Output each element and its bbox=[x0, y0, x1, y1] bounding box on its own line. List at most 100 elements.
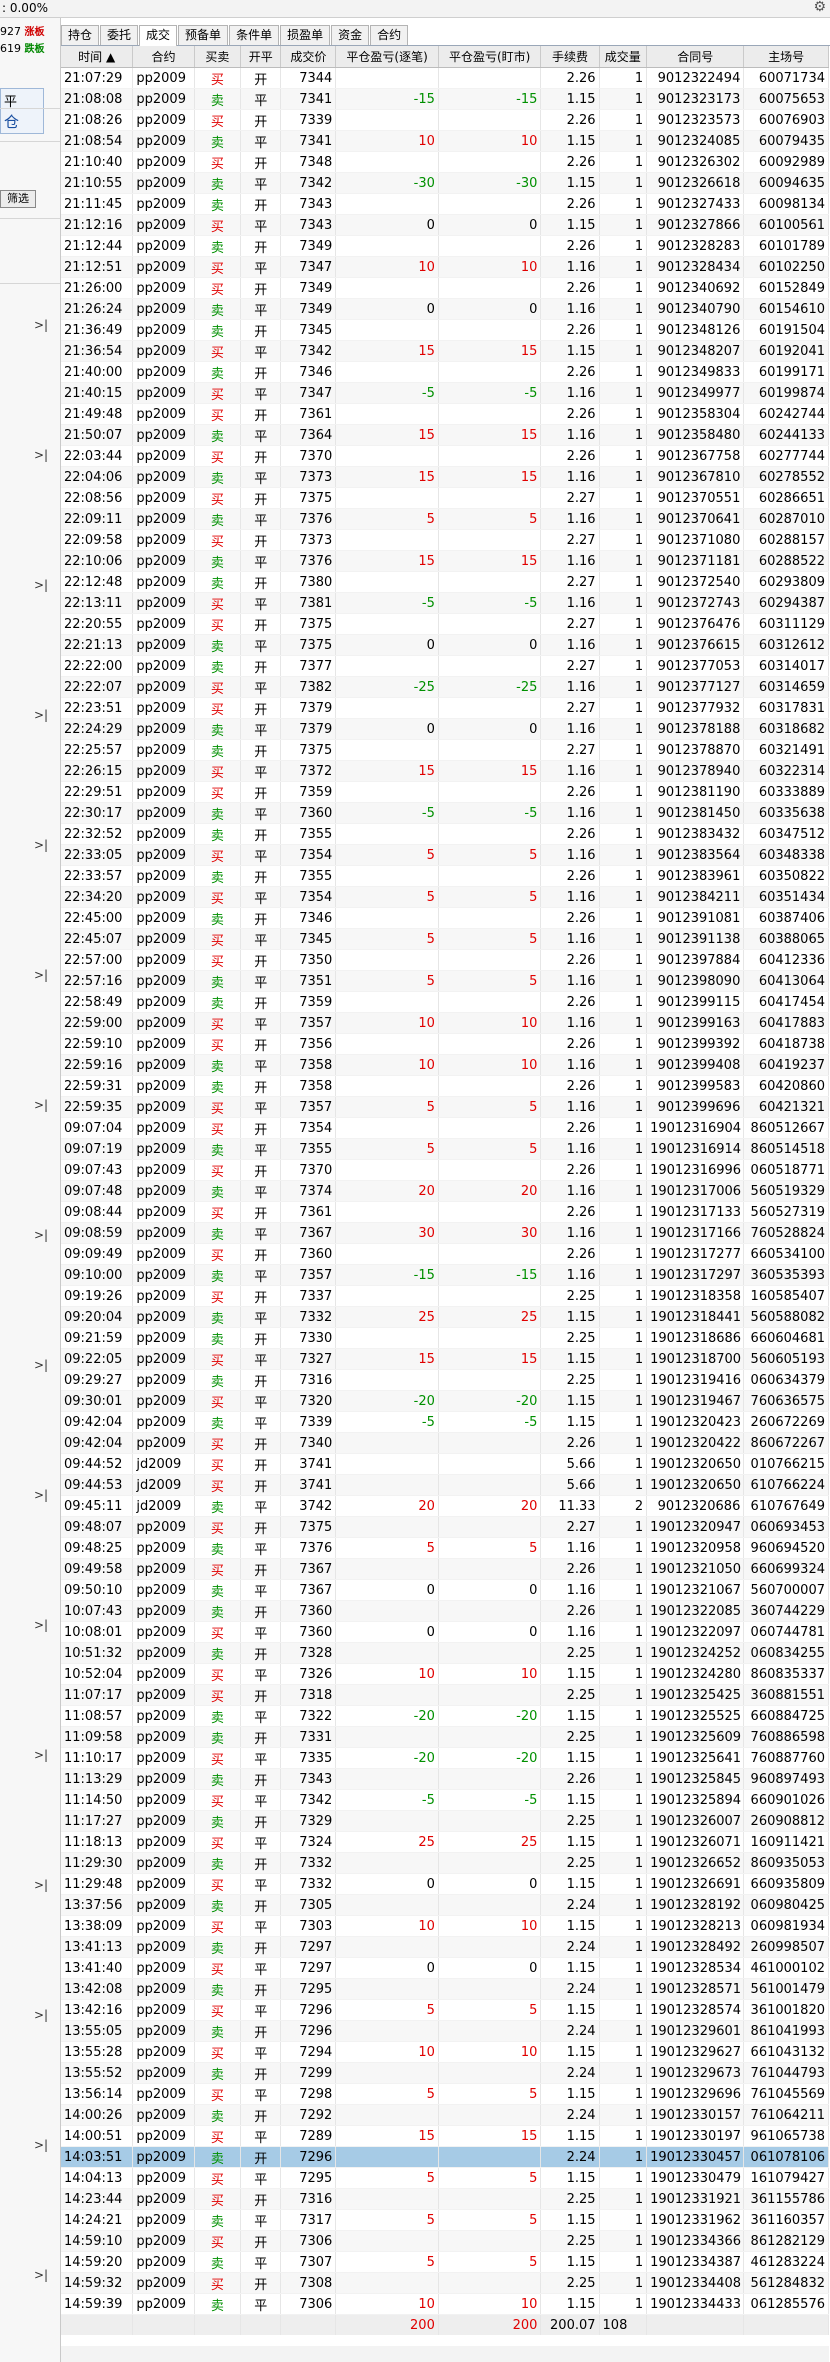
table-row[interactable]: 09:08:44 pp2009 买开 7361 2.26 1 19012317133 5605… bbox=[61, 1201, 829, 1223]
expand-arrow-icon[interactable]: >| bbox=[34, 968, 49, 982]
table-row[interactable]: 21:36:49 pp2009 卖开 7345 2.26 1 9012348126 60191… bbox=[61, 319, 829, 341]
column-header-10[interactable]: 主场号 bbox=[743, 46, 829, 68]
table-row[interactable]: 22:04:06 pp2009 卖平 7373 15 15 1.16 1 9012367810 6… bbox=[61, 466, 829, 488]
table-row[interactable]: 21:10:55 pp2009 卖平 7342 -30 -30 1.15 1 901232661… bbox=[61, 172, 829, 194]
table-row[interactable]: 11:14:50 pp2009 买平 7342 -5 -5 1.15 1 19012325894… bbox=[61, 1789, 829, 1811]
table-row[interactable]: 13:38:09 pp2009 买平 7303 10 10 1.15 1 19012328213… bbox=[61, 1915, 829, 1937]
table-row[interactable]: 21:11:45 pp2009 卖开 7343 2.26 1 9012327433 60098… bbox=[61, 193, 829, 215]
table-row[interactable]: 22:09:11 pp2009 卖平 7376 5 5 1.16 1 9012370641 602… bbox=[61, 508, 829, 530]
table-row[interactable]: 22:20:55 pp2009 买开 7375 2.27 1 9012376476 60311… bbox=[61, 613, 829, 635]
column-header-4[interactable]: 成交价 bbox=[280, 46, 337, 68]
table-row[interactable]: 11:17:27 pp2009 卖开 7329 2.25 1 19012326007 2609… bbox=[61, 1810, 829, 1832]
table-row[interactable]: 22:59:35 pp2009 买平 7357 5 5 1.16 1 9012399696 604… bbox=[61, 1096, 829, 1118]
table-row[interactable]: 09:44:52 jd2009 买开 3741 5.66 1 19012320650 0107… bbox=[61, 1453, 829, 1475]
table-row[interactable]: 21:26:24 pp2009 卖平 7349 0 0 1.16 1 9012340790 601… bbox=[61, 298, 829, 320]
column-header-8[interactable]: 成交量 bbox=[599, 46, 648, 68]
table-row[interactable]: 10:52:04 pp2009 买平 7326 10 10 1.15 1 19012324280… bbox=[61, 1663, 829, 1685]
table-row[interactable]: 13:42:08 pp2009 卖开 7295 2.24 1 19012328571 5610… bbox=[61, 1978, 829, 2000]
tab-4[interactable]: 条件单 bbox=[229, 25, 280, 45]
table-row[interactable]: 22:45:07 pp2009 买平 7345 5 5 1.16 1 9012391138 603… bbox=[61, 928, 829, 950]
table-row[interactable]: 09:45:11 jd2009 卖平 3742 20 20 11.33 2 9012320686… bbox=[61, 1495, 829, 1517]
table-row[interactable]: 22:30:17 pp2009 卖平 7360 -5 -5 1.16 1 9012381450 6… bbox=[61, 802, 829, 824]
table-row[interactable]: 21:26:00 pp2009 买开 7349 2.26 1 9012340692 60152… bbox=[61, 277, 829, 299]
table-row[interactable]: 09:44:53 jd2009 买开 3741 5.66 1 19012320650 6107… bbox=[61, 1474, 829, 1496]
table-row[interactable]: 09:07:48 pp2009 卖平 7374 20 20 1.16 1 19012317006… bbox=[61, 1180, 829, 1202]
table-row[interactable]: 14:59:20 pp2009 卖平 7307 5 5 1.15 1 19012334387 46… bbox=[61, 2251, 829, 2273]
expand-arrow-icon[interactable]: >| bbox=[34, 1358, 49, 1372]
expand-arrow-icon[interactable]: >| bbox=[34, 1098, 49, 1112]
table-row[interactable]: 21:12:51 pp2009 买平 7347 10 10 1.16 1 9012328434 6… bbox=[61, 256, 829, 278]
table-row[interactable]: 22:10:06 pp2009 卖平 7376 15 15 1.16 1 9012371181 6… bbox=[61, 550, 829, 572]
table-row[interactable]: 09:42:04 pp2009 卖平 7339 -5 -5 1.15 1 19012320423… bbox=[61, 1411, 829, 1433]
table-row[interactable]: 13:55:05 pp2009 卖开 7296 2.24 1 19012329601 8610… bbox=[61, 2020, 829, 2042]
table-row[interactable]: 22:23:51 pp2009 买开 7379 2.27 1 9012377932 60317… bbox=[61, 697, 829, 719]
table-row[interactable]: 21:08:26 pp2009 买开 7339 2.26 1 9012323573 60076… bbox=[61, 109, 829, 131]
table-row[interactable]: 22:08:56 pp2009 买开 7375 2.27 1 9012370551 60286… bbox=[61, 487, 829, 509]
tab-5[interactable]: 损盈单 bbox=[280, 25, 331, 45]
table-row[interactable]: 22:26:15 pp2009 买平 7372 15 15 1.16 1 9012378940 6… bbox=[61, 760, 829, 782]
table-row[interactable]: 09:49:58 pp2009 买开 7367 2.26 1 19012321050 6606… bbox=[61, 1558, 829, 1580]
close-position-button[interactable]: 平 仓 bbox=[0, 88, 44, 134]
table-row[interactable]: 14:59:10 pp2009 买开 7306 2.25 1 19012334366 8612… bbox=[61, 2230, 829, 2252]
table-row[interactable]: 14:03:51 pp2009 卖开 7296 2.24 1 19012330457 0610… bbox=[61, 2146, 829, 2168]
table-row[interactable]: 22:03:44 pp2009 买开 7370 2.26 1 9012367758 60277… bbox=[61, 445, 829, 467]
table-row[interactable]: 14:04:13 pp2009 买平 7295 5 5 1.15 1 19012330479 16… bbox=[61, 2167, 829, 2189]
table-row[interactable]: 09:19:26 pp2009 买开 7337 2.25 1 19012318358 1605… bbox=[61, 1285, 829, 1307]
expand-arrow-icon[interactable]: >| bbox=[34, 1618, 49, 1632]
table-row[interactable]: 22:24:29 pp2009 卖平 7379 0 0 1.16 1 9012378188 603… bbox=[61, 718, 829, 740]
table-row[interactable]: 22:58:49 pp2009 卖开 7359 2.26 1 9012399115 60417… bbox=[61, 991, 829, 1013]
table-row[interactable]: 22:59:16 pp2009 卖平 7358 10 10 1.16 1 9012399408 6… bbox=[61, 1054, 829, 1076]
expand-arrow-icon[interactable]: >| bbox=[34, 1878, 49, 1892]
expand-arrow-icon[interactable]: >| bbox=[34, 2138, 49, 2152]
table-row[interactable]: 09:07:43 pp2009 买开 7370 2.26 1 19012316996 0605… bbox=[61, 1159, 829, 1181]
table-row[interactable]: 14:59:32 pp2009 买开 7308 2.25 1 19012334408 5612… bbox=[61, 2272, 829, 2294]
table-row[interactable]: 21:49:48 pp2009 买开 7361 2.26 1 9012358304 60242… bbox=[61, 403, 829, 425]
tab-7[interactable]: 合约 bbox=[370, 25, 409, 45]
table-row[interactable]: 22:45:00 pp2009 卖开 7346 2.26 1 9012391081 60387… bbox=[61, 907, 829, 929]
column-header-7[interactable]: 手续费 bbox=[540, 46, 600, 68]
table-row[interactable]: 10:08:01 pp2009 买平 7360 0 0 1.16 1 19012322097 06… bbox=[61, 1621, 829, 1643]
expand-arrow-icon[interactable]: >| bbox=[34, 2008, 49, 2022]
expand-arrow-icon[interactable]: >| bbox=[34, 578, 49, 592]
table-row[interactable]: 09:20:04 pp2009 卖平 7332 25 25 1.15 1 19012318441… bbox=[61, 1306, 829, 1328]
table-row[interactable]: 11:07:17 pp2009 买开 7318 2.25 1 19012325425 3608… bbox=[61, 1684, 829, 1706]
expand-arrow-icon[interactable]: >| bbox=[34, 2268, 49, 2282]
table-row[interactable]: 22:59:10 pp2009 买开 7356 2.26 1 9012399392 60418… bbox=[61, 1033, 829, 1055]
table-row[interactable]: 09:21:59 pp2009 卖开 7330 2.25 1 19012318686 6606… bbox=[61, 1327, 829, 1349]
table-row[interactable]: 13:41:13 pp2009 卖开 7297 2.24 1 19012328492 2609… bbox=[61, 1936, 829, 1958]
table-row[interactable]: 22:33:57 pp2009 卖开 7355 2.26 1 9012383961 60350… bbox=[61, 865, 829, 887]
table-row[interactable]: 09:29:27 pp2009 卖开 7316 2.25 1 19012319416 0606… bbox=[61, 1369, 829, 1391]
table-row[interactable]: 09:07:19 pp2009 卖平 7355 5 5 1.16 1 19012316914 86… bbox=[61, 1138, 829, 1160]
table-row[interactable]: 21:08:08 pp2009 卖平 7341 -15 -15 1.15 1 901232317… bbox=[61, 88, 829, 110]
filter-button[interactable]: 筛选 bbox=[0, 190, 36, 208]
table-row[interactable]: 11:13:29 pp2009 卖开 7343 2.26 1 19012325845 9608… bbox=[61, 1768, 829, 1790]
table-row[interactable]: 13:56:14 pp2009 买平 7298 5 5 1.15 1 19012329696 76… bbox=[61, 2083, 829, 2105]
expand-arrow-icon[interactable]: >| bbox=[34, 838, 49, 852]
table-row[interactable]: 21:12:44 pp2009 卖开 7349 2.26 1 9012328283 60101… bbox=[61, 235, 829, 257]
expand-arrow-icon[interactable]: >| bbox=[34, 448, 49, 462]
table-row[interactable]: 09:22:05 pp2009 买平 7327 15 15 1.15 1 19012318700… bbox=[61, 1348, 829, 1370]
column-header-5[interactable]: 平仓盈亏(逐笔) bbox=[335, 46, 439, 68]
table-row[interactable]: 14:23:44 pp2009 买开 7316 2.25 1 19012331921 3611… bbox=[61, 2188, 829, 2210]
table-row[interactable]: 22:22:00 pp2009 卖开 7377 2.27 1 9012377053 60314… bbox=[61, 655, 829, 677]
table-row[interactable]: 11:10:17 pp2009 买平 7335 -20 -20 1.15 1 190123256… bbox=[61, 1747, 829, 1769]
table-row[interactable]: 09:42:04 pp2009 买开 7340 2.26 1 19012320422 8606… bbox=[61, 1432, 829, 1454]
table-row[interactable]: 22:12:48 pp2009 卖开 7380 2.27 1 9012372540 60293… bbox=[61, 571, 829, 593]
expand-arrow-icon[interactable]: >| bbox=[34, 708, 49, 722]
expand-arrow-icon[interactable]: >| bbox=[34, 1748, 49, 1762]
table-row[interactable]: 09:48:25 pp2009 卖平 7376 5 5 1.16 1 19012320958 96… bbox=[61, 1537, 829, 1559]
table-row[interactable]: 13:55:52 pp2009 卖开 7299 2.24 1 19012329673 7610… bbox=[61, 2062, 829, 2084]
table-row[interactable]: 09:48:07 pp2009 买开 7375 2.27 1 19012320947 0606… bbox=[61, 1516, 829, 1538]
table-row[interactable]: 21:40:00 pp2009 卖开 7346 2.26 1 9012349833 60199… bbox=[61, 361, 829, 383]
table-row[interactable]: 22:25:57 pp2009 卖开 7375 2.27 1 9012378870 60321… bbox=[61, 739, 829, 761]
table-row[interactable]: 14:59:39 pp2009 卖平 7306 10 10 1.15 1 19012334433… bbox=[61, 2293, 829, 2315]
table-row[interactable]: 14:24:21 pp2009 卖平 7317 5 5 1.15 1 19012331962 36… bbox=[61, 2209, 829, 2231]
table-row[interactable]: 14:00:26 pp2009 卖开 7292 2.24 1 19012330157 7610… bbox=[61, 2104, 829, 2126]
table-row[interactable]: 13:42:16 pp2009 买平 7296 5 5 1.15 1 19012328574 36… bbox=[61, 1999, 829, 2021]
column-header-0[interactable]: 时间 ▲ bbox=[61, 46, 134, 68]
table-row[interactable]: 09:07:04 pp2009 买开 7354 2.26 1 19012316904 8605… bbox=[61, 1117, 829, 1139]
table-row[interactable]: 22:59:00 pp2009 买平 7357 10 10 1.16 1 9012399163 6… bbox=[61, 1012, 829, 1034]
table-row[interactable]: 09:30:01 pp2009 买平 7320 -20 -20 1.15 1 190123194… bbox=[61, 1390, 829, 1412]
table-row[interactable]: 21:36:54 pp2009 买平 7342 15 15 1.15 1 9012348207 6… bbox=[61, 340, 829, 362]
tab-3[interactable]: 预备单 bbox=[178, 25, 229, 45]
